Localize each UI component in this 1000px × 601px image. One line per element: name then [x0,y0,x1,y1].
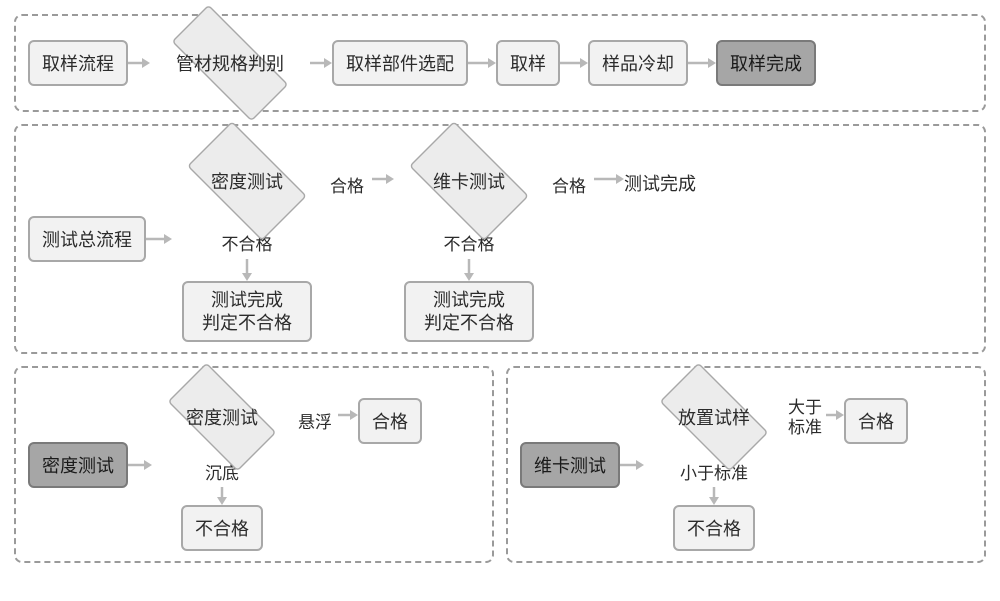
node-pass: 合格 [844,398,908,444]
node-density-label: 密度测试 [207,168,287,194]
node-fail2-label: 测试完成判定不合格 [424,290,514,333]
node-fail: 不合格 [181,505,263,551]
arrow-icon [338,408,358,422]
arrow-down-icon [707,487,721,505]
edge-pass2: 合格 [552,172,586,197]
arrow-icon [688,56,716,70]
node-done: 测试完成 [624,170,696,196]
node-test: 密度测试 [152,378,292,456]
arrow-icon [372,172,394,186]
arrow-icon [826,408,844,422]
edge-pass1: 合格 [330,172,364,197]
panel-sampling: 取样流程 管材规格判别 取样部件选配 取样 样品冷却 取样完成 [14,14,986,112]
edge-float: 悬浮 [298,408,332,433]
arrow-icon [128,56,150,70]
node-fail: 不合格 [673,505,755,551]
node-start: 测试总流程 [28,216,146,262]
node-sample: 取样 [496,40,560,86]
node-fail1: 测试完成判定不合格 [182,281,312,342]
branch-vicat: 维卡测试 不合格 测试完成判定不合格 [394,136,544,342]
node-start: 取样流程 [28,40,128,86]
node-vicat-label: 维卡测试 [429,168,509,194]
arrow-icon [146,232,172,246]
arrow-icon [620,458,644,472]
arrow-down-icon [215,487,229,505]
arrow-icon [560,56,588,70]
arrow-icon [128,458,152,472]
node-fail2: 测试完成判定不合格 [404,281,534,342]
node-select: 取样部件选配 [332,40,468,86]
arrow-down-icon [462,259,476,281]
edge-gt-label: 大于标准 [788,398,822,437]
branch: 密度测试 沉底 不合格 [152,378,292,551]
node-fail1-label: 测试完成判定不合格 [202,290,292,333]
panel-test-main: 测试总流程 密度测试 不合格 测试完成判定不合格 合格 维卡测试 不合格 测试完… [14,124,986,354]
arrow-icon [468,56,496,70]
edge-gt: 大于标准 [788,398,822,439]
flow-row: 取样流程 管材规格判别 取样部件选配 取样 样品冷却 取样完成 [28,26,972,100]
branch: 放置试样 小于标准 不合格 [644,378,784,551]
node-place-label: 放置试样 [674,404,754,430]
node-density: 密度测试 [172,136,322,226]
arrow-down-icon [240,259,254,281]
branch-density: 密度测试 不合格 测试完成判定不合格 [172,136,322,342]
node-place: 放置试样 [644,378,784,456]
node-cool: 样品冷却 [588,40,688,86]
arrow-icon [594,172,624,186]
arrow-icon [310,56,332,70]
node-done: 取样完成 [716,40,816,86]
node-spec-label: 管材规格判别 [172,50,288,76]
node-test-label: 密度测试 [182,404,262,430]
node-spec: 管材规格判别 [150,26,310,100]
flow-row: 测试总流程 密度测试 不合格 测试完成判定不合格 合格 维卡测试 不合格 测试完… [28,136,972,342]
panel-vicat: 维卡测试 放置试样 小于标准 不合格 大于标准 合格 [506,366,986,563]
flow-row: 维卡测试 放置试样 小于标准 不合格 大于标准 合格 [520,378,972,551]
bottom-row: 密度测试 密度测试 沉底 不合格 悬浮 合格 维卡测试 放置试样 小 [14,366,986,563]
node-pass: 合格 [358,398,422,444]
panel-density: 密度测试 密度测试 沉底 不合格 悬浮 合格 [14,366,494,563]
node-title: 维卡测试 [520,442,620,488]
node-vicat: 维卡测试 [394,136,544,226]
flow-row: 密度测试 密度测试 沉底 不合格 悬浮 合格 [28,378,480,551]
node-title: 密度测试 [28,442,128,488]
